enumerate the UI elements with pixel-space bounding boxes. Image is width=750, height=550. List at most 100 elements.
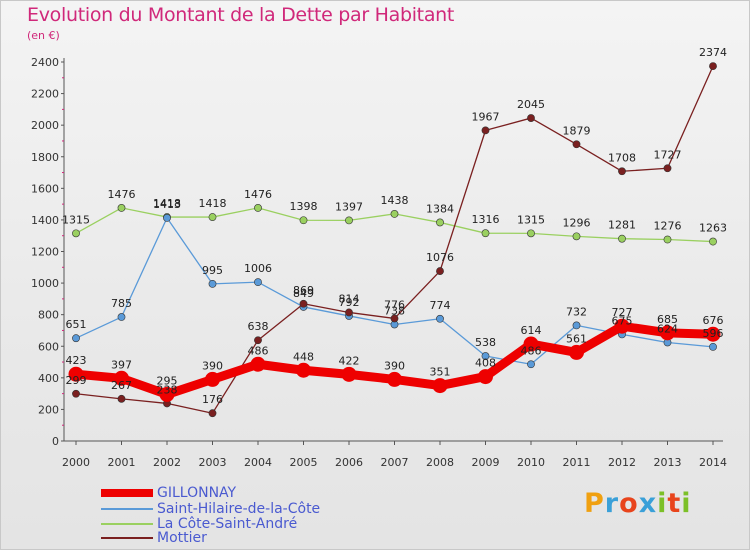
data-label-saint-hilaire: 1006: [244, 262, 272, 275]
data-label-gillonnay: 397: [111, 358, 132, 371]
y-tick-label: 2400: [31, 56, 59, 69]
y-tick-label: 800: [38, 309, 59, 322]
point-saint-hilaire: [709, 342, 717, 351]
x-tick-label: 2003: [199, 456, 227, 469]
point-gillonnay: [387, 371, 402, 387]
y-tick-label: 200: [38, 403, 59, 416]
data-label-mottier: 267: [111, 379, 132, 392]
data-label-gillonnay: 614: [521, 324, 542, 337]
legend-label-la-cote-saint-andre: La Côte-Saint-André: [157, 516, 298, 532]
data-label-saint-hilaire: 774: [430, 299, 451, 312]
point-la-cote-saint-andre: [527, 229, 535, 238]
data-label-saint-hilaire: 596: [703, 327, 724, 340]
point-la-cote-saint-andre: [345, 216, 353, 225]
data-label-la-cote-saint-andre: 1276: [654, 219, 682, 232]
data-label-gillonnay: 390: [384, 359, 405, 372]
point-saint-hilaire: [208, 279, 217, 288]
y-tick-label: 2200: [31, 88, 59, 101]
data-label-la-cote-saint-andre: 1418: [153, 197, 181, 210]
y-tick-label: 1800: [31, 151, 59, 164]
point-mottier: [618, 167, 626, 176]
data-label-mottier: 238: [157, 383, 178, 396]
x-tick-label: 2007: [381, 456, 409, 469]
point-saint-hilaire: [572, 321, 581, 330]
legend-swatch-la-cote-saint-andre: [101, 523, 153, 525]
data-label-gillonnay: 422: [339, 354, 360, 367]
data-label-mottier: 2374: [699, 46, 727, 59]
point-mottier: [527, 114, 535, 122]
x-tick-label: 2011: [563, 456, 591, 469]
data-label-mottier: 1727: [654, 148, 682, 161]
axes: 0 200 400 600 800 1000 1200 1400 1600 1800 2000 220…: [31, 56, 727, 469]
legend-label-saint-hilaire: Saint-Hilaire-de-la-Côte: [157, 501, 321, 517]
x-tick-label: 2005: [290, 456, 318, 469]
point-saint-hilaire: [481, 352, 490, 360]
point-la-cote-saint-andre: [117, 204, 126, 212]
data-label-gillonnay: 423: [66, 354, 87, 367]
point-la-cote-saint-andre: [254, 204, 262, 212]
point-mottier: [481, 126, 490, 135]
point-la-cote-saint-andre: [709, 237, 717, 246]
series-lines: [68, 62, 721, 418]
legend-label-gillonnay: GILLONNAY: [157, 485, 237, 501]
point-gillonnay: [478, 369, 493, 385]
point-saint-hilaire: [254, 278, 262, 287]
point-mottier: [208, 409, 217, 418]
data-label-la-cote-saint-andre: 1438: [381, 194, 409, 207]
data-label-la-cote-saint-andre: 1315: [62, 213, 90, 226]
x-tick-label: 2014: [699, 456, 727, 469]
data-label-mottier: 2045: [517, 98, 545, 111]
y-tick-label: 1000: [31, 277, 59, 290]
point-mottier: [390, 314, 399, 323]
data-label-gillonnay: 727: [612, 306, 633, 319]
data-label-la-cote-saint-andre: 1418: [199, 197, 227, 210]
legend-item-la-cote-saint-andre: La Côte-Saint-André: [101, 516, 298, 532]
data-label-la-cote-saint-andre: 1316: [472, 213, 500, 226]
legend-swatch-mottier: [101, 537, 153, 539]
unit-label: (en €): [27, 29, 60, 42]
point-gillonnay: [432, 378, 448, 394]
legend-item-mottier: Mottier: [101, 530, 207, 546]
data-label-saint-hilaire: 538: [475, 336, 496, 349]
y-tick-label: 1400: [31, 214, 59, 227]
y-tick-label: 600: [38, 340, 59, 353]
point-mottier: [299, 299, 308, 308]
data-label-mottier: 869: [293, 284, 314, 297]
x-tick-label: 2012: [608, 456, 636, 469]
data-label-la-cote-saint-andre: 1398: [290, 200, 318, 213]
point-la-cote-saint-andre: [618, 234, 626, 243]
point-gillonnay: [114, 370, 129, 386]
proxiti-logo: Proxiti: [584, 488, 692, 519]
point-la-cote-saint-andre: [572, 232, 581, 241]
data-label-saint-hilaire: 675: [612, 314, 633, 327]
data-label-saint-hilaire: 792: [339, 296, 360, 309]
point-la-cote-saint-andre: [299, 216, 308, 225]
data-label-gillonnay: 390: [202, 359, 223, 372]
x-tick-label: 2009: [472, 456, 500, 469]
data-label-mottier: 1076: [426, 251, 454, 264]
point-gillonnay: [614, 318, 630, 334]
data-label-mottier: 1708: [608, 151, 636, 164]
series-line-saint-hilaire: [75, 217, 714, 365]
data-label-saint-hilaire: 732: [566, 305, 587, 318]
point-mottier: [117, 394, 126, 403]
data-label-la-cote-saint-andre: 1476: [108, 188, 136, 201]
data-label-la-cote-saint-andre: 1263: [699, 222, 727, 235]
point-mottier: [345, 308, 353, 317]
x-tick-label: 2010: [517, 456, 545, 469]
data-label-la-cote-saint-andre: 1296: [563, 216, 591, 229]
point-la-cote-saint-andre: [72, 229, 80, 238]
legend-item-saint-hilaire: Saint-Hilaire-de-la-Côte: [101, 501, 321, 517]
point-gillonnay: [68, 366, 84, 382]
point-saint-hilaire: [527, 360, 535, 369]
point-gillonnay: [296, 362, 311, 378]
data-label-saint-hilaire: 486: [521, 344, 542, 357]
x-tick-label: 2006: [335, 456, 363, 469]
data-label-gillonnay: 448: [293, 350, 314, 363]
data-label-saint-hilaire: 624: [657, 322, 678, 335]
point-gillonnay: [341, 366, 357, 382]
y-tick-label: 2000: [31, 119, 59, 132]
data-label-gillonnay: 351: [430, 366, 451, 379]
point-saint-hilaire: [117, 313, 126, 321]
point-mottier: [663, 164, 672, 173]
